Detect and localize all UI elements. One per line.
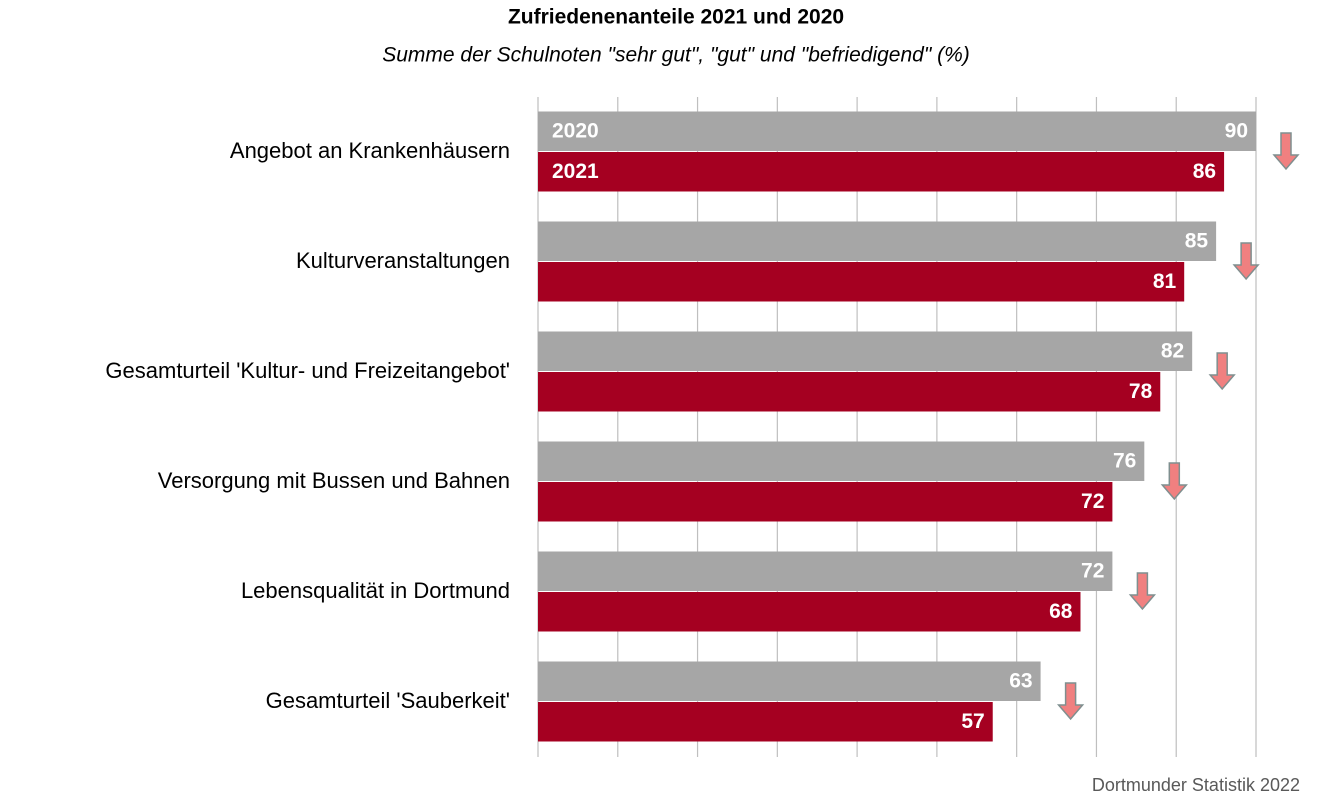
- category-label: Angebot an Krankenhäusern: [230, 138, 510, 163]
- bar: [538, 152, 1225, 192]
- trend-arrow: [1232, 242, 1260, 281]
- value-label: 86: [1193, 160, 1216, 183]
- value-label: 76: [1113, 449, 1136, 472]
- value-label: 72: [1081, 559, 1104, 582]
- value-label: 81: [1153, 270, 1177, 293]
- legend-label: 2020: [552, 119, 599, 142]
- chart-title: Zufriedenenanteile 2021 und 2020: [508, 6, 844, 29]
- value-label: 90: [1225, 119, 1248, 142]
- bar: [538, 702, 993, 742]
- category-label: Versorgung mit Bussen und Bahnen: [158, 468, 510, 493]
- source: Dortmunder Statistik 2022: [1092, 775, 1300, 795]
- value-label: 82: [1161, 339, 1184, 362]
- bar: [538, 221, 1217, 261]
- category-label: Kulturveranstaltungen: [296, 248, 510, 273]
- legend-label: 2021: [552, 160, 599, 183]
- category-label: Lebensqualität in Dortmund: [241, 578, 510, 603]
- bar: [538, 592, 1081, 632]
- bar: [538, 661, 1041, 701]
- value-label: 57: [961, 710, 984, 733]
- bar: [538, 551, 1113, 591]
- bar: [538, 331, 1193, 371]
- value-label: 78: [1129, 380, 1153, 403]
- category-label: Gesamturteil 'Sauberkeit': [266, 688, 510, 713]
- bar: [538, 111, 1256, 151]
- trend-arrow: [1056, 682, 1085, 721]
- trend-arrow: [1208, 352, 1236, 391]
- value-label: 63: [1009, 669, 1032, 692]
- bar: [538, 441, 1145, 481]
- value-label: 72: [1081, 490, 1104, 513]
- chart-subtitle: Summe der Schulnoten "sehr gut", "gut" u…: [382, 44, 970, 67]
- bar: [538, 482, 1113, 522]
- trend-arrow: [1128, 572, 1157, 611]
- category-label: Gesamturteil 'Kultur- und Freizeitangebo…: [105, 358, 510, 383]
- bar: [538, 262, 1185, 302]
- trend-arrow: [1272, 132, 1300, 171]
- value-label: 68: [1049, 600, 1073, 623]
- trend-arrow: [1160, 462, 1188, 501]
- bar: [538, 372, 1161, 412]
- value-label: 85: [1185, 229, 1209, 252]
